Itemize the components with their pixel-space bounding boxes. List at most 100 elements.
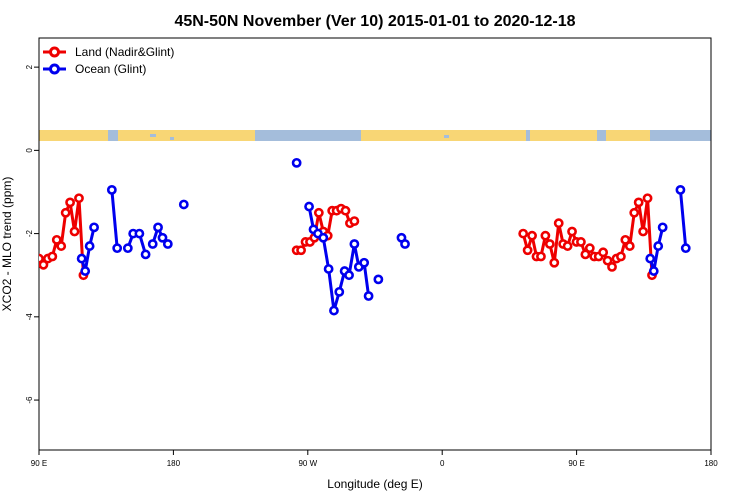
data-point-0-0-9	[74, 193, 84, 204]
data-point-0-2-20	[607, 261, 617, 272]
data-point-0-0-5	[56, 241, 67, 251]
data-point-0-0-6	[60, 207, 71, 218]
data-point-1-0-0	[76, 253, 87, 264]
data-point-1-0-3	[89, 222, 99, 233]
data-point-1-8-1	[400, 239, 410, 249]
legend-item-ocean: Ocean (Glint)	[43, 62, 146, 76]
data-point-1-3-0	[147, 239, 158, 249]
map-water-1	[170, 137, 174, 140]
data-point-1-6-4	[323, 264, 334, 274]
data-point-1-6-12	[363, 291, 374, 301]
y-tick-label-1: 0	[25, 148, 34, 153]
data-point-1-6-9	[349, 239, 360, 249]
data-point-0-0-4	[51, 234, 62, 245]
data-point-0-2-27	[638, 226, 649, 237]
data-point-1-3-3	[162, 239, 173, 249]
map-water-2	[355, 132, 360, 135]
series-ocean	[76, 157, 691, 316]
x-tick-label-3: 0	[440, 459, 445, 468]
data-point-0-0-1	[39, 259, 49, 270]
series-land	[39, 193, 657, 281]
data-point-0-1-13	[349, 216, 360, 227]
data-point-1-3-2	[157, 232, 168, 243]
chart-title: 45N-50N November (Ver 10) 2015-01-01 to …	[174, 13, 575, 30]
data-point-0-2-28	[642, 193, 653, 204]
series-line-1-1	[110, 189, 119, 249]
plot-area	[39, 157, 691, 316]
world-map-strip	[39, 130, 711, 141]
data-point-0-2-8	[553, 218, 564, 229]
data-point-0-0-8	[69, 226, 80, 237]
data-point-1-6-5	[329, 305, 339, 316]
map-land-2	[361, 130, 526, 141]
data-point-0-2-10	[562, 241, 573, 251]
data-point-0-2-22	[616, 251, 626, 262]
legend-label-land: Land (Nadir&Glint)	[75, 45, 174, 59]
data-point-1-6-11	[359, 257, 370, 268]
map-water-4	[600, 133, 604, 136]
data-point-1-2-0	[122, 243, 133, 254]
data-point-0-2-26	[633, 197, 644, 208]
data-point-1-4-0	[178, 199, 189, 210]
data-point-0-2-15	[584, 243, 595, 254]
map-land-4	[606, 130, 650, 141]
data-point-1-9-2	[653, 241, 664, 251]
legend-item-land: Land (Nadir&Glint)	[43, 45, 174, 59]
data-point-1-10-0	[675, 184, 686, 195]
data-point-0-2-25	[629, 207, 640, 218]
data-point-1-3-1	[153, 222, 163, 233]
data-point-1-9-0	[645, 253, 656, 264]
x-axis: 90 E 180 90 W 0 90 E 180	[31, 450, 718, 468]
series-line-1-10	[678, 189, 688, 249]
data-point-1-5-0	[291, 157, 302, 168]
data-point-1-9-3	[657, 222, 668, 233]
y-tick-label-3: -4	[25, 313, 34, 321]
data-point-0-2-7	[549, 257, 560, 268]
data-point-1-2-2	[134, 228, 145, 239]
map-water-3	[444, 135, 449, 138]
data-point-0-2-11	[567, 226, 577, 237]
data-point-0-2-2	[527, 230, 537, 241]
data-point-0-2-4	[536, 251, 546, 262]
data-point-1-6-6	[334, 286, 345, 297]
x-tick-label-5: 180	[704, 459, 718, 468]
data-point-1-6-0	[304, 201, 314, 212]
data-point-0-2-5	[540, 230, 551, 241]
x-tick-label-2: 90 W	[298, 459, 317, 468]
data-point-1-9-1	[648, 266, 659, 276]
data-point-1-7-0	[373, 274, 384, 285]
data-point-1-1-1	[112, 243, 123, 254]
data-point-0-2-13	[576, 237, 586, 247]
data-point-0-2-19	[602, 255, 613, 266]
data-point-0-2-6	[544, 239, 555, 249]
data-point-1-6-8	[344, 270, 354, 281]
data-point-0-2-23	[620, 234, 631, 245]
x-tick-label-1: 180	[167, 459, 181, 468]
data-point-1-6-3	[318, 232, 329, 243]
data-point-0-2-24	[624, 241, 635, 251]
data-point-1-0-2	[84, 241, 95, 251]
data-point-0-1-11	[340, 205, 351, 216]
data-point-1-2-3	[140, 249, 151, 260]
legend: Land (Nadir&Glint) Ocean (Glint)	[43, 45, 174, 76]
plot-frame	[38, 37, 712, 451]
y-tick-label-2: -2	[25, 229, 34, 237]
data-point-0-1-1	[296, 245, 306, 256]
series-line-1-9	[648, 227, 665, 273]
map-land-3	[530, 130, 597, 141]
x-tick-label-4: 90 E	[568, 459, 584, 468]
y-axis-label: XCO2 - MLO trend (ppm)	[0, 177, 14, 312]
y-axis: 2 0 -2 -4 -6	[25, 64, 39, 404]
data-point-1-0-1	[80, 266, 91, 276]
data-point-1-10-1	[680, 243, 691, 254]
data-point-0-2-14	[580, 249, 591, 260]
map-water-0	[150, 134, 156, 137]
data-point-0-2-0	[518, 228, 529, 239]
map-land-0	[39, 130, 108, 141]
data-point-0-0-3	[47, 251, 58, 262]
x-tick-label-0: 90 E	[31, 459, 47, 468]
data-point-0-1-5	[313, 207, 324, 218]
legend-label-ocean: Ocean (Glint)	[75, 62, 146, 76]
data-point-1-1-0	[106, 184, 117, 195]
